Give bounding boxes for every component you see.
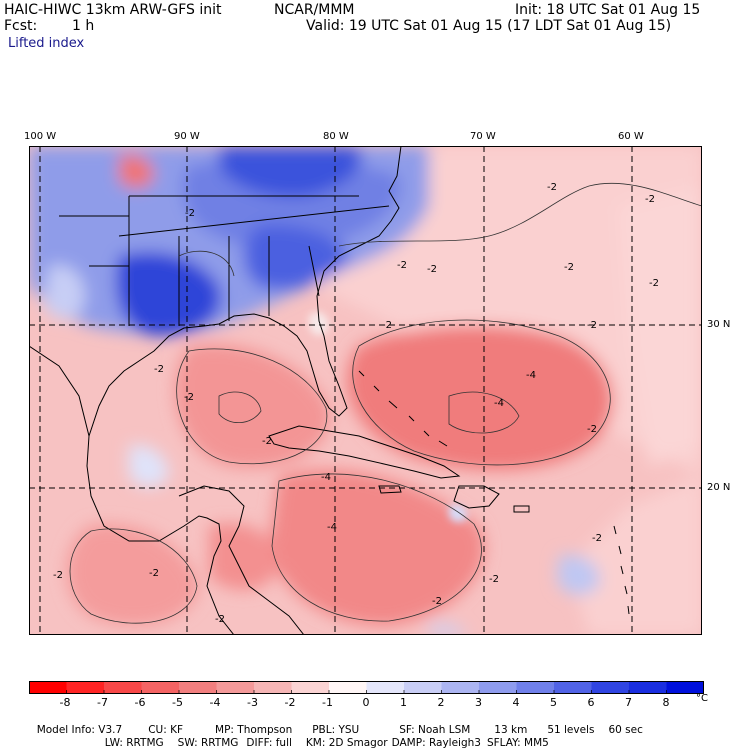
colorbar-swatch	[141, 681, 180, 694]
info-pbl: PBL: YSU	[312, 724, 360, 736]
colorbar-swatch	[104, 681, 142, 694]
info-diffusion: DIFF: full	[246, 737, 292, 749]
colorbar-swatch	[554, 681, 592, 694]
colorbar-label: 7	[625, 696, 632, 709]
info-surface: SF: Noah LSM	[399, 724, 471, 736]
contour-label: -4	[327, 522, 337, 533]
contour-label: -2	[645, 194, 655, 205]
lifted-index-map: -2 -2 -2 -2 -2 -2 -2 -2 -2 -2 -2 -2 -2 -…	[29, 146, 702, 635]
info-surface-layer: SFLAY: MM5	[486, 737, 549, 749]
contour-label: -4	[526, 370, 536, 381]
colorbar-swatch	[516, 681, 555, 694]
colorbar-label: -7	[97, 696, 108, 709]
colorbar-swatch	[179, 681, 217, 694]
model-title: HAIC-HIWC 13km ARW-GFS init	[4, 2, 222, 18]
contour-label: -2	[587, 424, 597, 435]
contour-label: -2	[547, 182, 557, 193]
colorbar-swatch	[29, 681, 67, 694]
colorbar-label: -3	[247, 696, 258, 709]
colorbar-label: -5	[172, 696, 183, 709]
colorbar-swatch	[404, 681, 442, 694]
colorbar-label: 0	[362, 696, 370, 709]
info-damping: DAMP: Rayleigh3	[391, 737, 481, 749]
colorbar-label: -2	[284, 696, 296, 709]
contour-label: -2	[432, 596, 442, 607]
map-frame	[29, 146, 702, 635]
contour-label: -2	[262, 436, 272, 447]
colorbar-label: -1	[322, 696, 333, 709]
forecast-label: Fcst:	[4, 18, 38, 34]
info-timestep: 60 sec	[608, 724, 643, 736]
contour-label: -2	[185, 208, 195, 219]
lat-label-20n: 20 N	[707, 482, 731, 493]
contour-label: -2	[149, 568, 159, 579]
colorbar-swatch	[591, 681, 630, 694]
forecast-hour: 1 h	[72, 18, 95, 34]
organization-label: NCAR/MMM	[274, 2, 355, 18]
contour-label: -2	[382, 320, 392, 331]
lon-label-60w: 60 W	[618, 131, 644, 142]
lon-label-100w: 100 W	[24, 131, 57, 142]
colorbar-label: 3	[475, 696, 482, 709]
info-levels: 51 levels	[547, 724, 595, 736]
model-info-line-1: Model Info: V3.7 CU: KF MP: Thompson PBL: Y…	[30, 712, 643, 736]
colorbar-label: -4	[209, 696, 221, 709]
contour-label: -2	[53, 570, 63, 581]
colorbar-label: 8	[662, 696, 670, 709]
contour-label: -2	[649, 278, 659, 289]
init-time: Init: 18 UTC Sat 01 Aug 15	[515, 2, 701, 18]
colorbar-unit: °C	[696, 693, 708, 704]
info-cumulus: CU: KF	[148, 724, 184, 736]
colorbar-swatch	[329, 681, 367, 694]
colorbar-label: 6	[587, 696, 595, 709]
colorbar-swatch	[66, 681, 105, 694]
colorbar-swatch	[441, 681, 480, 694]
contour-label: -4	[494, 398, 504, 409]
colorbar-label: -6	[134, 696, 146, 709]
contour-label: -2	[215, 614, 225, 625]
contour-label: -2	[489, 574, 499, 585]
colorbar-label: 4	[512, 696, 520, 709]
info-shortwave: SW: RRTMG	[177, 737, 239, 749]
contour-label: -2	[587, 320, 597, 331]
contour-label: -2	[592, 533, 602, 544]
lat-lon-grid	[29, 146, 702, 635]
colorbar-swatch	[291, 681, 330, 694]
colorbar	[29, 681, 704, 694]
colorbar-swatch	[216, 681, 255, 694]
contour-label: -2	[427, 264, 437, 275]
colorbar-swatch	[254, 681, 292, 694]
colorbar-swatch	[666, 681, 704, 694]
colorbar-label: 5	[550, 696, 557, 709]
colorbar-label: -8	[59, 696, 71, 709]
model-info-line-2: LW: RRTMG SW: RRTMG DIFF: full KM: 2D Smago…	[98, 725, 549, 749]
info-resolution: 13 km	[494, 724, 528, 736]
contour-label: -4	[321, 472, 331, 483]
colorbar-swatch	[366, 681, 405, 694]
lon-label-80w: 80 W	[323, 131, 349, 142]
valid-time: Valid: 19 UTC Sat 01 Aug 15 (17 LDT Sat …	[306, 18, 672, 34]
contour-label: -2	[154, 364, 164, 375]
info-km: KM: 2D Smagor	[305, 737, 388, 749]
colorbar-label: 2	[437, 696, 445, 709]
info-longwave: LW: RRTMG	[104, 737, 164, 749]
contour-label: -2	[564, 262, 574, 273]
contour-labels: -2 -2 -2 -2 -2 -2 -2 -2 -2 -2 -2 -2 -2 -…	[53, 182, 659, 625]
contour-label: -2	[184, 392, 194, 403]
colorbar-label: 1	[400, 696, 407, 709]
lon-label-70w: 70 W	[470, 131, 496, 142]
coastlines	[29, 146, 630, 635]
field-name: Lifted index	[8, 36, 85, 51]
lat-label-30n: 30 N	[707, 319, 731, 330]
contour-lines	[69, 182, 702, 624]
lon-label-90w: 90 W	[174, 131, 200, 142]
info-model-version: Model Info: V3.7	[36, 724, 123, 736]
info-microphysics: MP: Thompson	[215, 724, 293, 736]
colorbar-swatch	[479, 681, 517, 694]
colorbar-swatch	[629, 681, 667, 694]
contour-label: -2	[397, 260, 407, 271]
